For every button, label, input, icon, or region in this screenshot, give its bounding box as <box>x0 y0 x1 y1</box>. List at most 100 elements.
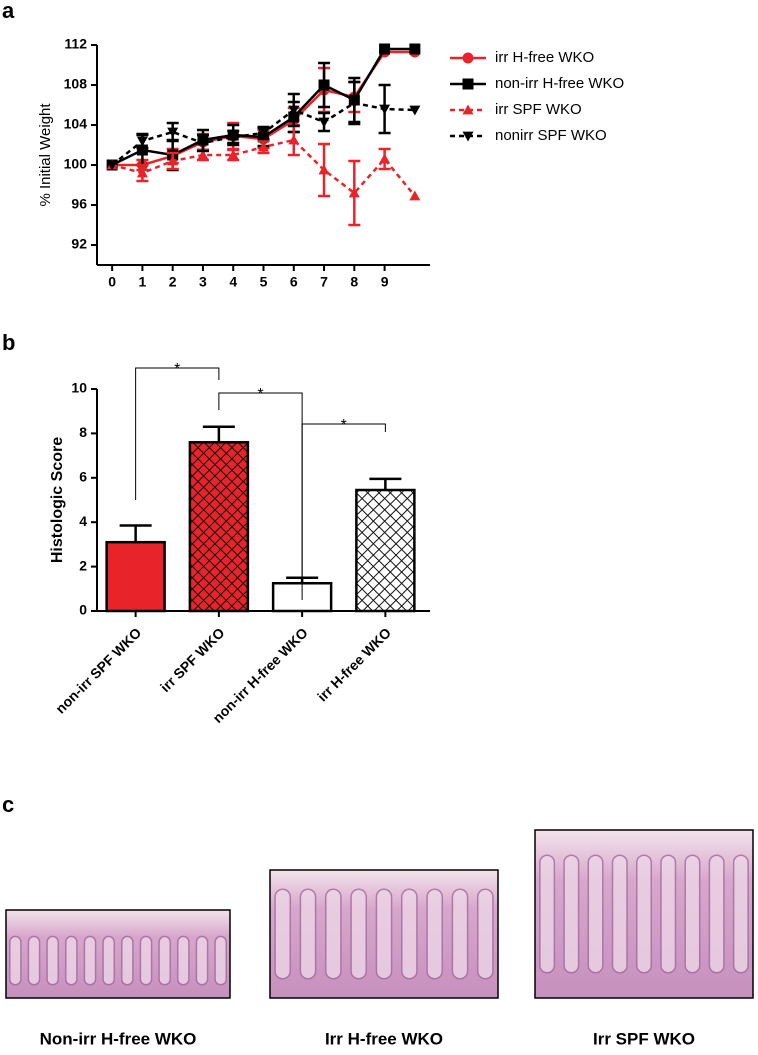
image-frame <box>534 829 754 999</box>
y-tick-label: 108 <box>64 76 88 92</box>
marker <box>258 141 269 152</box>
histology-image <box>534 829 754 999</box>
marker <box>462 78 474 90</box>
crypt <box>400 888 418 980</box>
crypt <box>83 935 97 986</box>
image-frame <box>5 909 231 999</box>
crypt <box>732 854 749 974</box>
significance-bracket <box>135 367 220 500</box>
marker <box>409 105 421 116</box>
marker <box>227 149 239 160</box>
crypt <box>375 888 393 980</box>
marker <box>136 167 148 178</box>
bar <box>188 441 250 613</box>
crypt <box>158 935 172 986</box>
marker <box>379 43 391 55</box>
marker <box>197 149 209 160</box>
x-tick-label: non-irr SPF WKO <box>52 624 144 716</box>
significance-bracket <box>301 423 386 580</box>
histology-image <box>5 909 231 999</box>
marker <box>348 98 360 109</box>
x-tick-label: 4 <box>229 274 237 290</box>
marker <box>288 134 300 145</box>
crypt <box>27 935 41 986</box>
crypt <box>708 854 725 974</box>
error-bar <box>119 524 152 543</box>
crypt <box>274 888 292 980</box>
legend-label: irr H-free WKO <box>495 49 594 66</box>
x-tick-label: 2 <box>169 274 177 290</box>
marker <box>462 131 474 142</box>
marker <box>136 144 148 156</box>
marker <box>462 104 474 115</box>
bar <box>355 488 416 613</box>
marker <box>318 164 330 175</box>
y-tick-label: 0 <box>79 602 87 618</box>
y-tick-label: 112 <box>64 36 87 52</box>
image-caption: Irr H-free WKO <box>325 1029 443 1048</box>
crypt <box>476 888 494 980</box>
crypt <box>563 854 580 974</box>
crypt <box>324 888 342 980</box>
marker <box>318 79 330 91</box>
crypt <box>635 854 653 974</box>
x-tick-label: non-irr H-free WKO <box>209 624 311 726</box>
crypt <box>195 935 209 986</box>
image-caption: Irr SPF WKO <box>593 1029 695 1048</box>
significance-label: * <box>257 386 263 403</box>
x-tick-label: irr SPF WKO <box>157 624 228 695</box>
x-tick-label: irr H-free WKO <box>314 624 394 704</box>
histology-image <box>269 869 499 999</box>
x-tick-label: 5 <box>260 274 268 290</box>
marker <box>379 153 391 164</box>
marker <box>462 52 474 64</box>
significance-label: * <box>341 417 347 434</box>
marker <box>136 136 148 147</box>
crypt <box>176 935 190 986</box>
x-tick-label: 0 <box>108 274 116 290</box>
crypt <box>539 854 556 974</box>
crypt <box>660 854 677 974</box>
crypt <box>587 854 604 974</box>
marker <box>288 105 300 116</box>
bar <box>105 540 166 613</box>
error-bar <box>369 477 402 491</box>
crypt <box>611 854 628 974</box>
y-tick-label: 10 <box>71 380 87 396</box>
crypt <box>64 935 78 986</box>
y-axis-label: Histologic Score <box>49 437 66 563</box>
y-tick-label: 6 <box>79 469 87 485</box>
panel-label: c <box>2 792 14 817</box>
y-tick-label: 96 <box>71 196 87 212</box>
marker <box>227 132 239 143</box>
crypt <box>139 935 153 986</box>
image-frame <box>269 869 499 999</box>
y-tick-label: 100 <box>64 156 88 172</box>
crypt <box>350 888 368 980</box>
crypt <box>46 935 60 986</box>
x-tick-label: 1 <box>139 274 147 290</box>
legend-label: irr SPF WKO <box>495 101 582 118</box>
y-tick-label: 104 <box>64 116 88 132</box>
y-tick-label: 92 <box>71 236 87 252</box>
crypt <box>684 854 701 974</box>
crypt <box>426 888 444 980</box>
image-bg <box>6 910 230 998</box>
x-tick-label: 7 <box>320 274 328 290</box>
crypt <box>299 888 317 980</box>
x-tick-label: 8 <box>350 274 358 290</box>
y-tick-label: 4 <box>79 513 87 529</box>
marker <box>409 190 421 201</box>
legend-label: nonirr SPF WKO <box>495 127 607 144</box>
marker <box>379 104 391 115</box>
x-tick-label: 6 <box>290 274 298 290</box>
marker <box>409 43 421 55</box>
marker <box>167 155 179 166</box>
error-bar <box>202 425 235 443</box>
marker <box>197 138 209 149</box>
panel-label: a <box>2 0 15 23</box>
crypt <box>214 935 228 986</box>
panel-label: b <box>2 330 15 355</box>
crypt <box>120 935 134 986</box>
